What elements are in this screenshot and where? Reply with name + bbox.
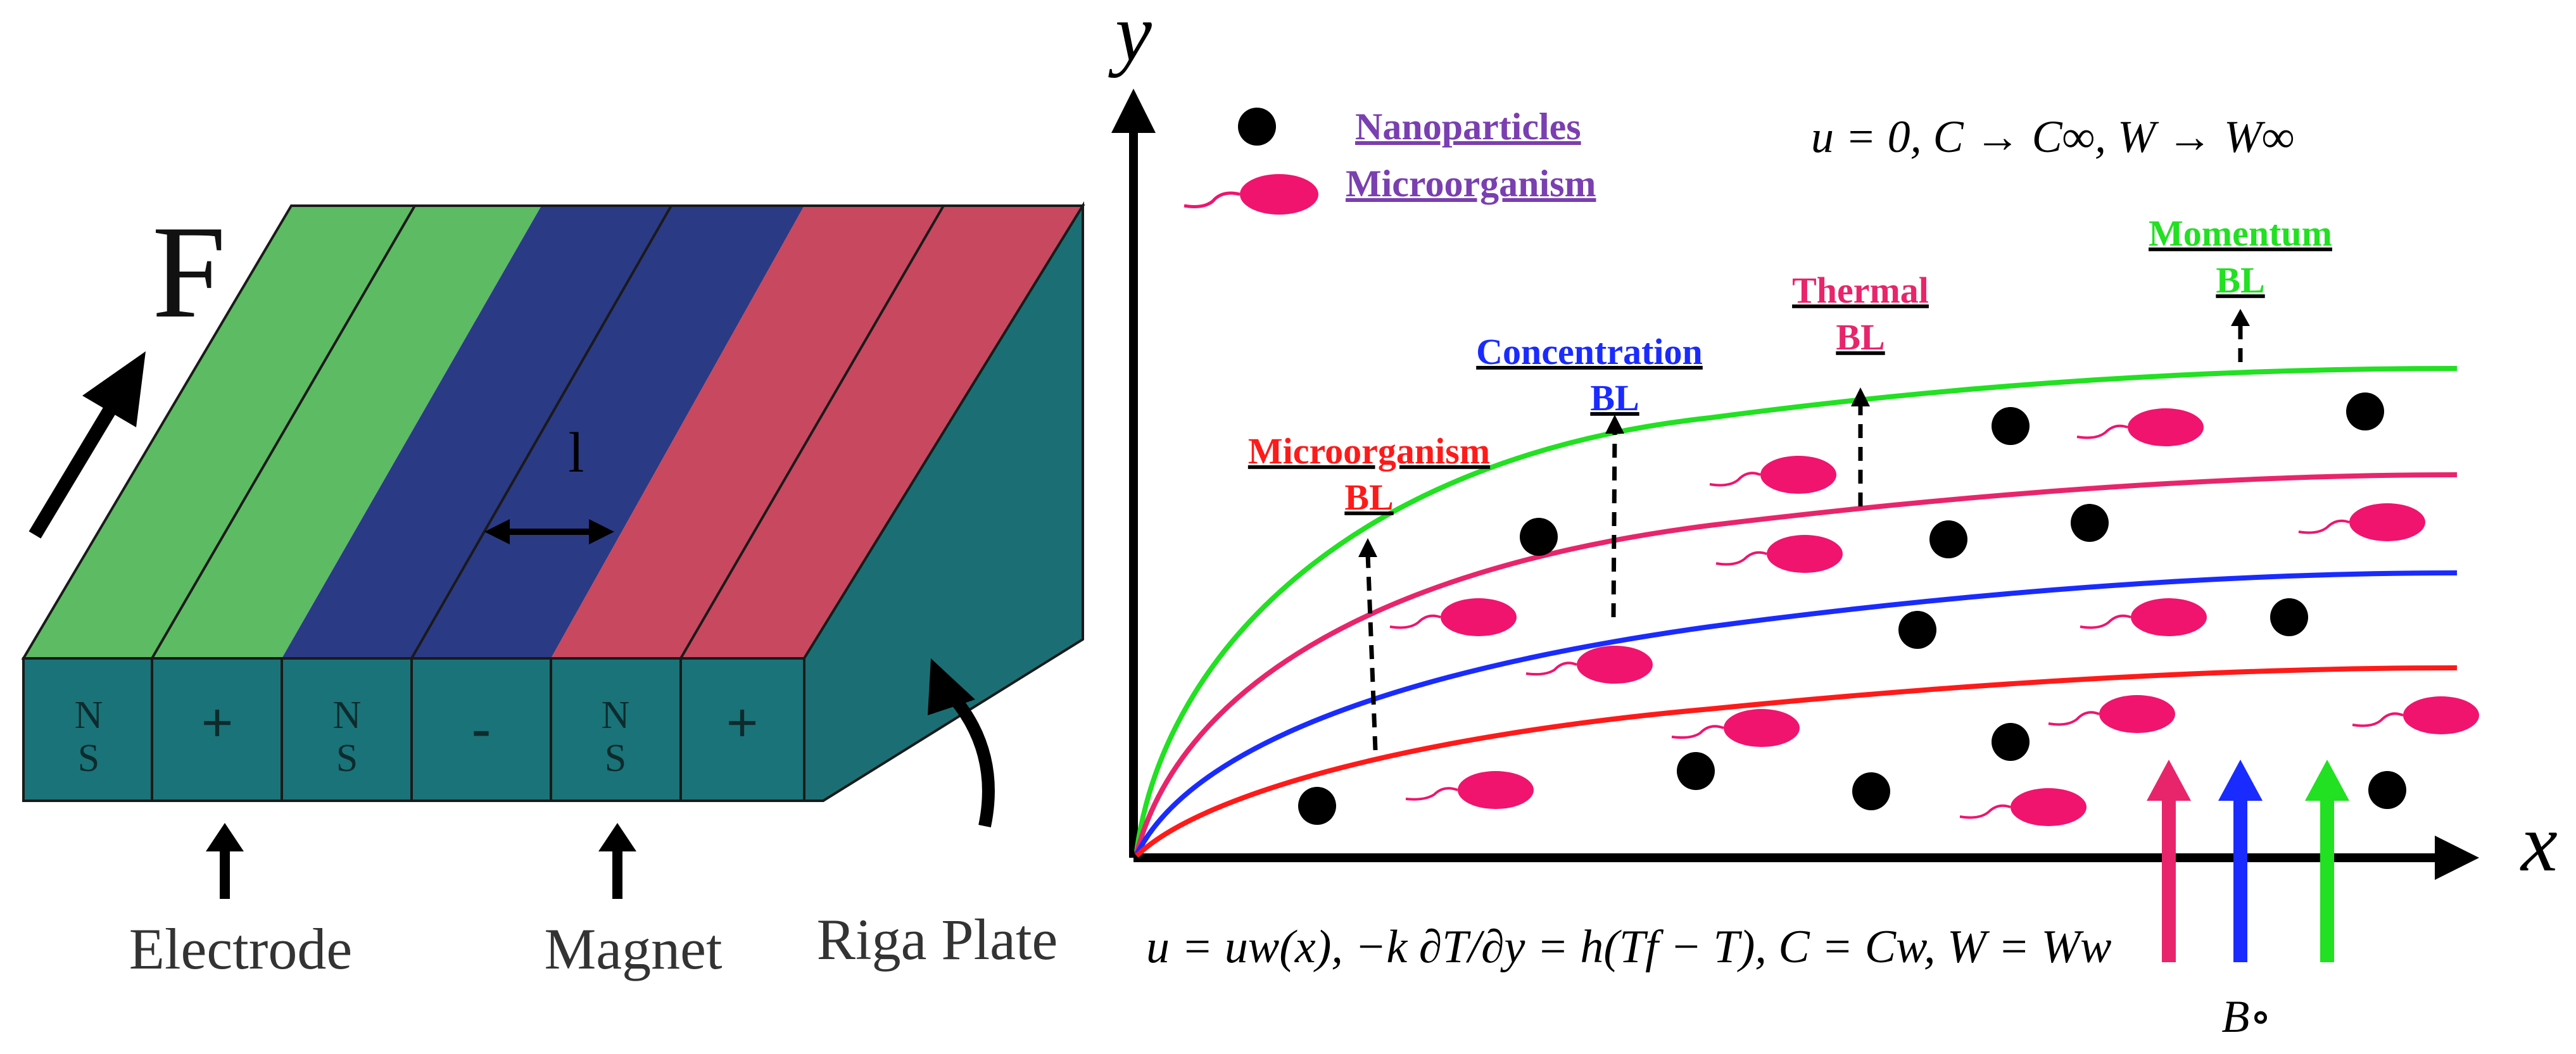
microorganism-bl-curve (1135, 665, 2458, 858)
field-arrowhead-blue (2218, 760, 2263, 801)
magnetic-field-label: B∘ (2221, 991, 2271, 1042)
plate-front-face (22, 657, 805, 802)
x-axis-label: x (2520, 798, 2558, 889)
legend-microorganism: Microorganism (1346, 163, 1596, 204)
bar-symbol: l (568, 422, 584, 484)
face-label: - (472, 697, 491, 760)
face-label: + (726, 692, 758, 755)
field-arrowhead-pink (2147, 760, 2191, 801)
boundary-layer-diagram: y x Momentum BL Thermal BL Concentration (1108, 0, 2558, 1042)
curved-arrowhead (928, 658, 975, 715)
top-stripe-blue (282, 206, 804, 658)
momentum-bl-curve (1134, 366, 2458, 852)
x-axis-arrowhead (2435, 836, 2479, 880)
concentration-bl-curve (1134, 570, 2458, 856)
thermal-bl-label: Thermal (1792, 270, 1929, 311)
y-axis-arrowhead (1111, 89, 1156, 133)
front-face-dividers (151, 658, 682, 801)
force-label: F (152, 199, 226, 346)
microorganism-bl-label-sub: BL (1344, 477, 1393, 518)
thermal-bl-label-sub: BL (1836, 317, 1885, 358)
magnet-label: Magnet (544, 917, 722, 981)
magnet-arrowhead (598, 823, 636, 851)
legend-nanoparticle-icon (1238, 108, 1276, 146)
legend-nanoparticles: Nanoparticles (1355, 106, 1581, 147)
y-axis-label: y (1108, 0, 1152, 78)
microorganism-tails (1389, 424, 2404, 819)
legend-microorganism-tail (1184, 191, 1241, 208)
nanoparticles (1298, 392, 2406, 825)
microorganism-bl-label: Microorganism (1248, 430, 1490, 472)
riga-plate-label: Riga Plate (817, 907, 1058, 972)
wall-condition: u = uw(x), −k ∂T/∂y = h(Tf − T), C = Cw,… (1146, 921, 2112, 973)
field-arrowhead-green (2305, 760, 2349, 801)
force-arrowhead (82, 351, 146, 427)
legend-microorganism-icon (1240, 174, 1318, 215)
concentration-bl-label-sub: BL (1590, 377, 1639, 418)
thermal-bl-curve (1134, 472, 2458, 855)
bl-dashed-arrows (1365, 323, 2243, 751)
momentum-bl-label: Momentum (2149, 213, 2332, 254)
concentration-bl-label: Concentration (1476, 331, 1703, 372)
electrode-arrowhead (206, 823, 244, 851)
electrode-label: Electrode (129, 917, 352, 981)
force-arrow (28, 389, 127, 539)
curved-arrow (945, 689, 995, 828)
far-field-condition: u = 0, C → C∞, W → W∞ (1811, 111, 2294, 162)
bl-dashed-arrowheads (1358, 309, 2250, 557)
top-stripe-red (551, 206, 1083, 658)
microorganisms (1441, 408, 2479, 826)
face-label: + (201, 692, 233, 755)
momentum-bl-label-sub: BL (2216, 260, 2264, 301)
